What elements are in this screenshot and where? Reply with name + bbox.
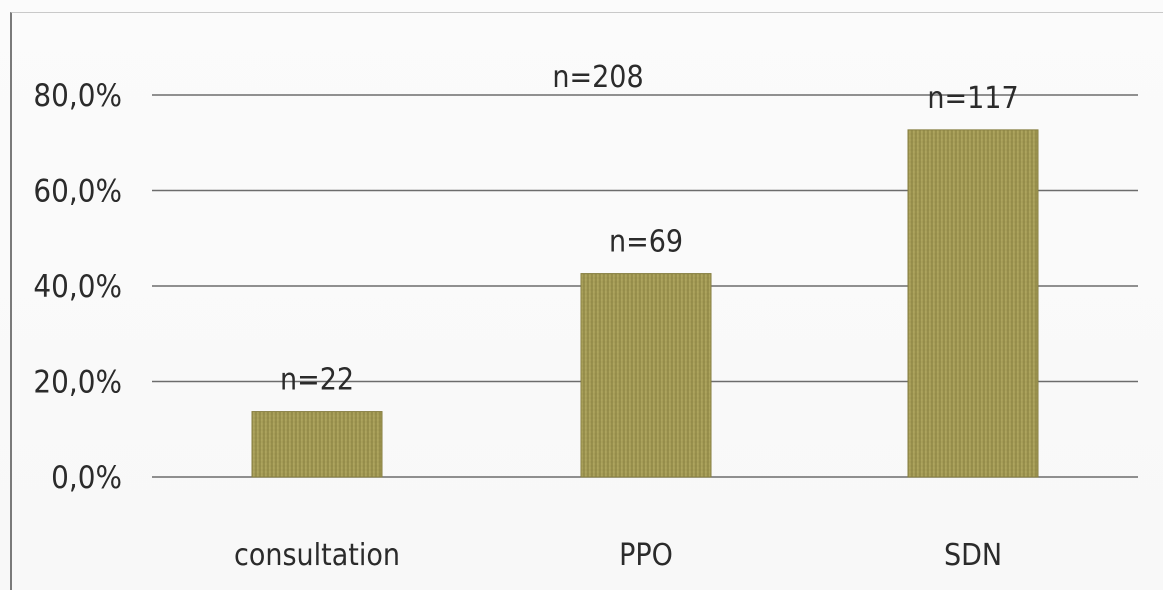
y-axis-tick-labels: 0,0% 20,0% 40,0% 60,0% 80,0% <box>33 78 122 496</box>
y-tick-label: 40,0% <box>33 269 122 305</box>
data-label: n=22 <box>280 363 354 398</box>
x-category-label: consultation <box>234 538 400 573</box>
bar <box>251 411 383 478</box>
x-axis-category-labels: consultation PPO SDN <box>234 538 1002 573</box>
y-tick-label: 20,0% <box>33 365 122 401</box>
y-tick-label: 0,0% <box>51 460 122 496</box>
y-tick-label: 80,0% <box>33 78 122 114</box>
data-label: n=117 <box>927 81 1018 116</box>
x-category-label: SDN <box>944 538 1002 573</box>
bars <box>251 129 1039 478</box>
y-tick-label: 60,0% <box>33 174 122 210</box>
bar <box>907 129 1039 478</box>
x-category-label: PPO <box>619 538 673 573</box>
data-label: n=69 <box>609 225 683 260</box>
chart-frame <box>10 12 1163 590</box>
bar <box>580 273 712 478</box>
total-n-annotation: n=208 <box>552 60 643 95</box>
data-labels: n=22 n=69 n=117 n=208 <box>280 60 1019 398</box>
